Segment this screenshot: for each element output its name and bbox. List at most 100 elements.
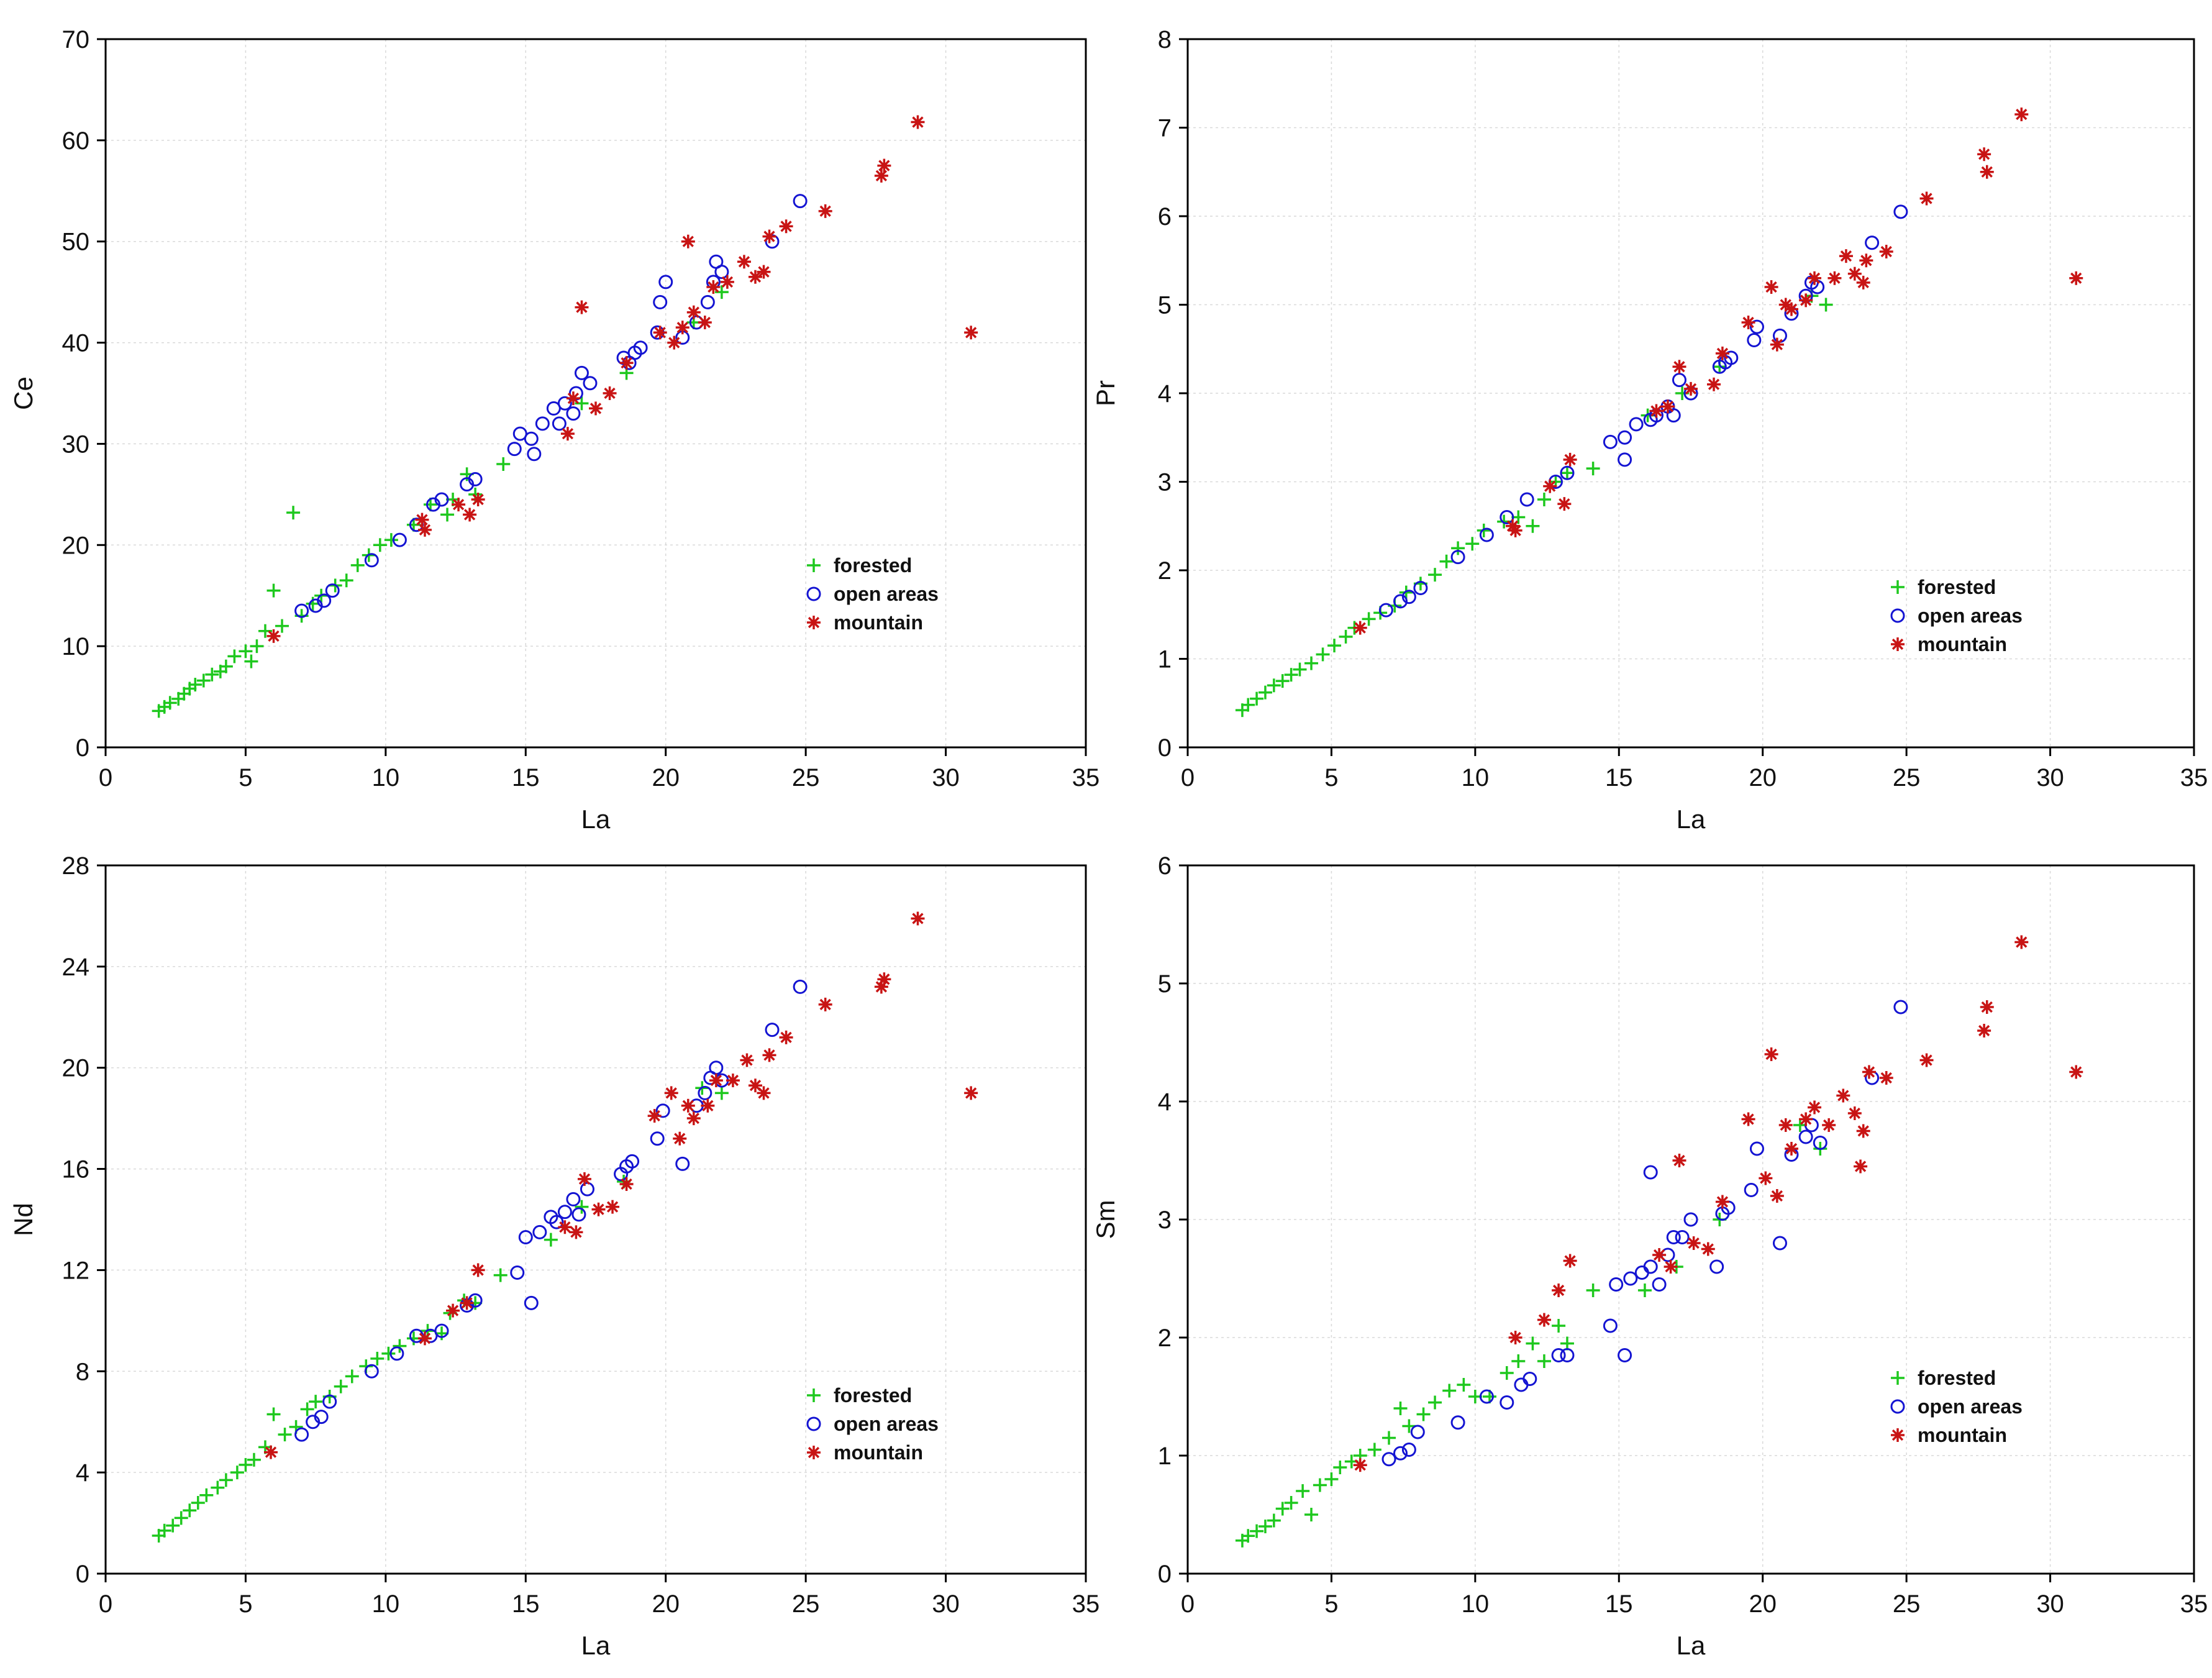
data-point-mountain [619, 356, 634, 370]
y-tick-label: 1 [1158, 646, 1172, 673]
y-axis-title: Pr [1091, 380, 1120, 406]
data-point-forested [1367, 1443, 1381, 1457]
data-point-forested [1500, 1366, 1514, 1380]
marker-stroke [878, 160, 890, 171]
series-mountain [1353, 935, 2083, 1472]
y-tick-label: 0 [76, 734, 89, 762]
data-point-mountain [471, 493, 485, 506]
marker-stroke [463, 509, 476, 521]
data-point-open-areas [566, 406, 581, 421]
data-point-open-areas [655, 1103, 670, 1118]
data-point-forested [227, 649, 242, 663]
data-point-mountain [1770, 337, 1784, 352]
data-point-mountain [1977, 1024, 1991, 1037]
marker-stroke [589, 403, 602, 414]
data-point-mountain [1563, 452, 1577, 467]
x-tick-label: 10 [1462, 764, 1490, 791]
data-point-forested [1637, 1284, 1652, 1297]
marker-stroke [1354, 622, 1366, 634]
data-point-mountain [1759, 1171, 1773, 1185]
data-point-forested [373, 538, 387, 552]
marker-stroke [578, 1173, 591, 1185]
data-point-forested [1819, 298, 1833, 312]
data-point-mountain [726, 1074, 740, 1088]
marker-stroke [1891, 638, 1904, 650]
data-point-forested [334, 1379, 348, 1393]
data-point-forested [381, 1346, 396, 1361]
marker-stroke [1978, 148, 1990, 160]
data-point-open-areas [574, 365, 589, 380]
data-point-mountain [569, 1225, 583, 1239]
data-point-forested [1399, 585, 1413, 600]
data-point-open-areas [580, 1182, 594, 1197]
marker-stroke [1760, 1172, 1772, 1184]
y-tick-label: 70 [62, 26, 90, 53]
x-tick-label: 0 [1181, 1590, 1195, 1618]
x-tick-label: 15 [512, 764, 540, 791]
y-tick-label: 4 [1158, 380, 1172, 408]
data-point-forested [1586, 462, 1600, 476]
data-point-mountain [1847, 1106, 1862, 1120]
marker-stroke [676, 321, 688, 334]
data-point-mountain [1684, 381, 1698, 396]
data-point-mountain [740, 1053, 754, 1067]
data-point-forested [1250, 1524, 1264, 1538]
legend: forested open areas mountain [806, 1384, 939, 1464]
x-tick-label: 0 [99, 764, 112, 791]
data-point-forested [345, 1369, 359, 1384]
marker-stroke [1840, 250, 1852, 262]
data-point-open-areas [1652, 1277, 1667, 1292]
y-tick-label: 0 [1158, 734, 1172, 762]
marker-stroke [1857, 276, 1869, 289]
marker-stroke [1662, 401, 1674, 413]
data-point-mountain [779, 219, 793, 234]
y-tick-label: 24 [62, 954, 90, 981]
data-point-mountain [1543, 479, 1557, 493]
data-point-open-areas [1747, 333, 1762, 347]
data-point-open-areas [1410, 1425, 1425, 1439]
legend-marker-open-areas [1890, 1399, 1905, 1414]
x-tick-label: 20 [652, 1590, 680, 1618]
data-point-forested [239, 644, 253, 659]
data-point-mountain [2014, 935, 2029, 949]
data-point-forested [244, 654, 258, 668]
data-point-open-areas [1401, 590, 1416, 604]
data-point-mountain [566, 391, 580, 406]
data-point-forested [1537, 1354, 1551, 1368]
data-point-mountain [757, 265, 771, 279]
data-point-forested [266, 583, 281, 598]
marker-stroke [654, 327, 666, 339]
y-tick-label: 3 [1158, 1206, 1172, 1234]
marker-stroke [1742, 316, 1754, 329]
x-tick-label: 25 [792, 1590, 820, 1618]
y-tick-label: 4 [1158, 1088, 1172, 1116]
x-tick-label: 15 [1605, 764, 1633, 791]
data-point-mountain [1919, 1053, 1934, 1067]
marker-stroke [727, 1074, 739, 1087]
plot-frame [104, 864, 1087, 1575]
data-point-forested [493, 1268, 507, 1282]
data-point-forested [239, 1457, 253, 1472]
marker-stroke [758, 266, 770, 278]
data-point-mountain [619, 1177, 634, 1191]
data-point-forested [1316, 647, 1330, 662]
data-point-open-areas [1749, 1141, 1764, 1156]
data-point-open-areas [658, 275, 673, 290]
data-point-forested [1275, 1502, 1290, 1516]
series-open-areas [1381, 1000, 1908, 1467]
data-point-mountain [698, 316, 712, 329]
data-point-open-areas [557, 1205, 572, 1220]
marker-stroke [1780, 1119, 1791, 1131]
data-point-open-areas [1413, 581, 1428, 595]
y-tick-label: 40 [62, 330, 90, 357]
marker-stroke [1981, 166, 1993, 178]
y-tick-label: 60 [62, 127, 90, 155]
marker-stroke [668, 337, 680, 349]
data-point-open-areas [389, 1346, 404, 1361]
data-point-open-areas [1772, 328, 1787, 343]
legend: forested open areas mountain [806, 554, 939, 634]
data-point-mountain [2014, 107, 2029, 122]
data-point-forested [1465, 537, 1480, 551]
data-point-mountain [779, 1030, 793, 1044]
marker-stroke [593, 1203, 604, 1215]
